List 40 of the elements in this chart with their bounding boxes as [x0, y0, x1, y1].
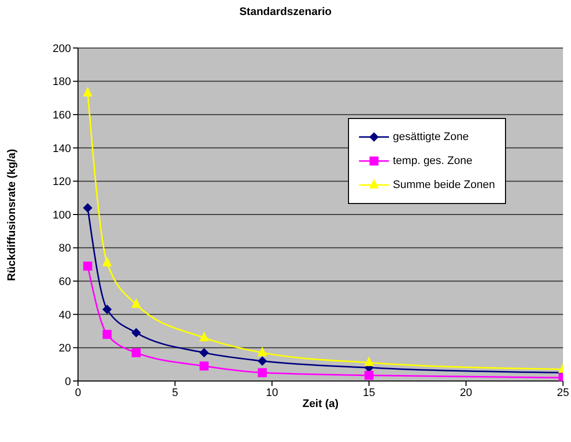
x-tick-label: 5 [172, 386, 178, 399]
point [132, 348, 141, 358]
point [200, 348, 209, 358]
y-tick-label: 200 [52, 42, 71, 55]
x-tick-label: 10 [266, 386, 278, 399]
x-tick-label: 0 [74, 386, 82, 399]
y-tick-label: 80 [58, 242, 71, 255]
point [364, 370, 374, 380]
x-tick-label: 15 [362, 386, 376, 399]
point [200, 362, 209, 371]
y-tick-label: 40 [58, 309, 71, 322]
legend-label: Summe beide Zonen [392, 179, 495, 191]
point [132, 298, 141, 308]
point [102, 304, 112, 314]
y-tick-label: 140 [52, 142, 71, 155]
point [102, 330, 112, 339]
x-tick-label: 20 [460, 386, 472, 399]
point [83, 203, 92, 212]
y-axis-title: Rückdiffusionsrate (kg/a) [6, 148, 18, 282]
y-tick-label: 0 [64, 376, 71, 388]
chart-title: Standardszenario [238, 6, 333, 18]
y-tick-label: 60 [58, 276, 71, 288]
legend-label: gesättigte Zone [392, 131, 469, 143]
point [258, 368, 267, 378]
point [200, 332, 209, 342]
point [83, 87, 92, 96]
y-tick-label: 100 [52, 209, 71, 222]
point [364, 357, 374, 366]
point [258, 356, 267, 366]
x-axis-title: Zeit (a) [301, 398, 340, 410]
y-tick-label: 180 [52, 76, 71, 88]
point [83, 262, 92, 271]
y-tick-label: 120 [52, 176, 71, 188]
point [258, 347, 267, 356]
point [132, 328, 141, 338]
y-tick-label: 20 [58, 342, 71, 355]
y-tick-label: 160 [52, 110, 71, 122]
legend-label: temp. ges. Zone [392, 155, 472, 167]
point [102, 257, 112, 266]
x-tick-label: 25 [556, 386, 570, 399]
